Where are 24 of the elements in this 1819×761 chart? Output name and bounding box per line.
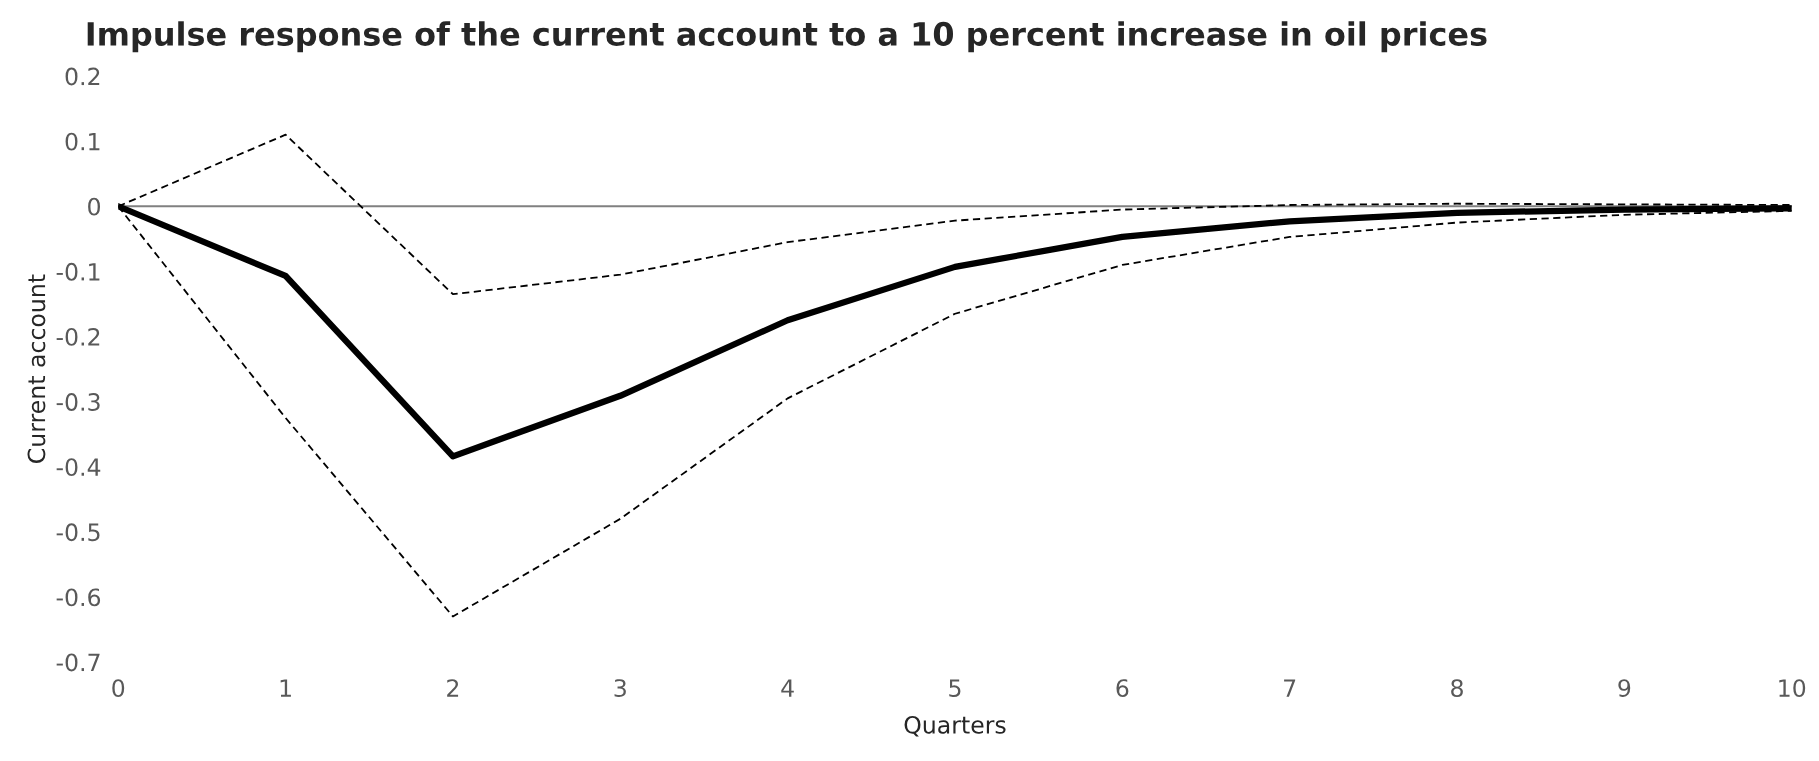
x-tick-label: 8 <box>1451 679 1463 698</box>
x-tick-label: 7 <box>1284 679 1296 697</box>
x-tick-label: 4 <box>781 679 794 697</box>
y-tick-label: -0.1 <box>56 262 100 281</box>
x-tick-label: 9 <box>1618 679 1631 698</box>
x-tick-label: 0 <box>112 679 125 698</box>
y-tick-label: -0.7 <box>56 653 100 672</box>
x-tick-label: 10 <box>1779 679 1806 698</box>
y-tick-label: -0.3 <box>56 393 100 411</box>
y-tick-label: -0.2 <box>56 327 100 346</box>
x-tick-label: 6 <box>1116 679 1129 698</box>
y-axis-title: Current account <box>27 274 46 463</box>
y-tick-label: -0.4 <box>56 458 101 477</box>
x-tick-label: 1 <box>280 679 291 697</box>
y-tick-label: 0.2 <box>65 67 100 86</box>
y-tick-label: -0.5 <box>56 523 100 542</box>
x-tick-label: 5 <box>949 679 961 698</box>
y-tick-label: 0.1 <box>65 132 100 151</box>
x-tick-label: 2 <box>447 679 459 697</box>
y-tick-label: -0.6 <box>56 588 101 607</box>
x-axis-title: Quarters <box>904 715 1006 737</box>
y-tick-label: 0 <box>88 197 100 216</box>
chart-title: Impulse response of the current account to a 10 percent increase in oil prices <box>87 21 1487 53</box>
x-tick-label: 3 <box>614 679 626 698</box>
